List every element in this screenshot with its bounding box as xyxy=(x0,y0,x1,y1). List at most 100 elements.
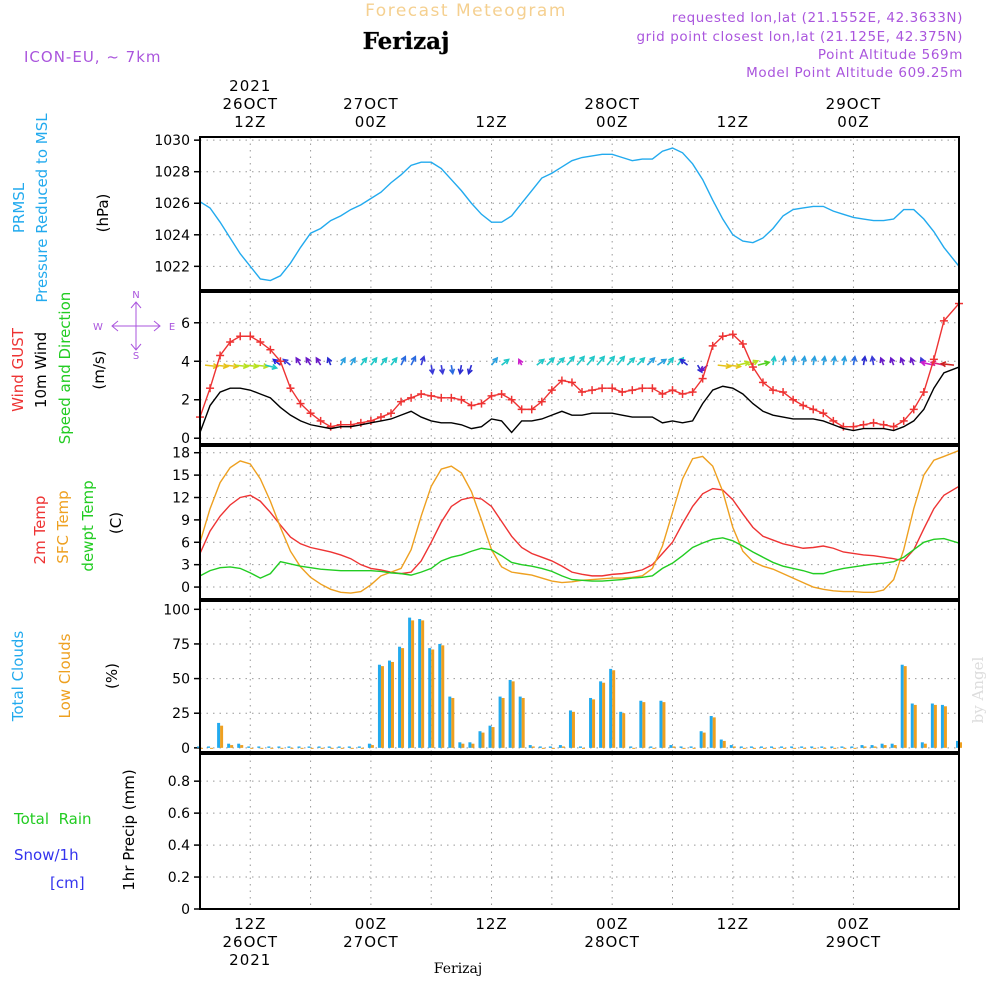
bottom-time-label: 12Z xyxy=(717,915,749,933)
clouds-bar xyxy=(622,713,626,748)
wind-direction-arrow-head xyxy=(548,356,556,364)
clouds-bar xyxy=(823,747,827,749)
clouds-bar xyxy=(541,747,545,749)
pressure-frame xyxy=(199,136,960,291)
clouds-bar xyxy=(300,747,304,749)
bottom-time-label: 29OCT xyxy=(826,933,882,951)
top-time-label: 12Z xyxy=(717,113,749,131)
wind-direction-arrow-head xyxy=(869,355,876,362)
precipitation-ytick-label: 0.4 xyxy=(168,838,190,854)
wind-direction-arrow-head xyxy=(619,355,626,362)
clouds-bar xyxy=(930,703,934,748)
wind-direction-arrow-head xyxy=(810,355,818,362)
clouds-bar xyxy=(277,746,281,748)
clouds-bar xyxy=(619,711,623,748)
wind-direction-arrow xyxy=(566,356,575,366)
clouds-bar xyxy=(913,704,917,748)
wind-direction-arrow-head xyxy=(919,360,927,367)
wind-direction-arrow-head xyxy=(879,356,886,364)
bottom-time-label: 2021 xyxy=(229,951,271,969)
temp-ylabel-dewpt: dewpt Temp xyxy=(79,480,97,571)
pressure-series-pressure xyxy=(199,147,960,282)
temperature-ytick-label: 6 xyxy=(181,535,190,551)
precipitation-ytick-label: 0.2 xyxy=(168,870,190,886)
wind-direction-arrow xyxy=(204,364,218,368)
precipitation-grid xyxy=(200,754,959,910)
wind-direction-arrow-head xyxy=(909,356,916,364)
clouds-bar xyxy=(260,747,264,749)
wind-direction-arrow-head xyxy=(699,365,706,372)
clouds-bar xyxy=(923,743,927,748)
clouds-bar xyxy=(451,697,455,748)
clouds-bar xyxy=(290,747,294,749)
clouds-bar xyxy=(920,742,924,748)
wind-direction-arrow-head xyxy=(599,355,606,362)
clouds-bar xyxy=(669,745,673,748)
clouds-ytick-label: 50 xyxy=(172,672,190,688)
info-point-altitude: Point Altitude 569m xyxy=(818,47,963,63)
wind-direction-arrow xyxy=(235,364,248,368)
clouds-bar xyxy=(873,746,877,748)
clouds-bar xyxy=(551,747,555,749)
clouds-bar xyxy=(810,746,814,748)
clouds-bar xyxy=(491,727,495,748)
wind-direction-arrow xyxy=(757,361,770,366)
clouds-bar xyxy=(327,746,331,748)
wind-direction-arrow xyxy=(225,364,238,368)
clouds-bar xyxy=(217,722,221,748)
clouds-bar xyxy=(431,649,435,748)
clouds-bar xyxy=(418,619,422,748)
clouds-bar xyxy=(840,746,844,748)
clouds-bar xyxy=(391,661,395,748)
top-time-label: 12Z xyxy=(475,113,507,131)
clouds-bar xyxy=(481,732,485,748)
temperature-series-dewpt xyxy=(199,537,960,582)
clouds-bar xyxy=(220,725,224,748)
clouds-bar xyxy=(200,747,203,749)
clouds-bar xyxy=(850,746,854,748)
clouds-bar xyxy=(790,746,794,748)
wind-frame xyxy=(199,291,960,445)
wind-grid xyxy=(200,292,959,444)
location-title: Ferizaj xyxy=(363,28,450,55)
clouds-bar xyxy=(783,747,787,749)
clouds-bar xyxy=(890,743,894,748)
clouds-bar xyxy=(350,747,354,749)
compass-w: W xyxy=(93,322,103,333)
precip-label: Total Rain Snow/1h [cm] 1hr Precip (mm) xyxy=(13,769,138,892)
precip-legend-snow: Snow/1h xyxy=(14,846,79,864)
temperature-ytick-label: 12 xyxy=(172,490,190,506)
wind-direction-arrow-head xyxy=(517,358,524,365)
clouds-bar xyxy=(732,746,736,748)
temperature-grid xyxy=(200,446,959,599)
clouds-label: Total Clouds Low Clouds (%) xyxy=(9,631,121,723)
pressure-label: PRMSL Pressure Reduced to MSL (hPa) xyxy=(10,113,112,303)
clouds-bar xyxy=(250,747,254,749)
clouds-bar xyxy=(870,745,874,748)
wind-direction-arrow-head xyxy=(282,358,289,365)
clouds-bar xyxy=(579,746,583,748)
clouds-bar xyxy=(820,746,824,748)
wind-label: Wind GUST 10m Wind Speed and Direction (… xyxy=(9,290,175,444)
wind-direction-arrow-head xyxy=(326,356,333,364)
wind-direction-arrow xyxy=(941,362,955,366)
clouds-bar xyxy=(639,700,643,748)
pressure-ytick-label: 1028 xyxy=(154,165,190,181)
clouds-bar xyxy=(237,743,241,748)
bottom-time-label: 00Z xyxy=(837,915,869,933)
pressure-ylabel-msl: Pressure Reduced to MSL xyxy=(33,113,51,303)
clouds-bar xyxy=(428,648,432,748)
wind-direction-arrow-head xyxy=(752,359,760,366)
wind-direction-arrow-head xyxy=(939,361,947,368)
clouds-bar xyxy=(642,702,646,748)
clouds-bar xyxy=(940,704,944,748)
clouds-bar xyxy=(448,696,452,748)
clouds-bar xyxy=(380,666,384,748)
clouds-bar xyxy=(521,697,525,748)
clouds-panel: 0 25 50 75 100 xyxy=(163,600,962,757)
clouds-bar xyxy=(518,696,522,748)
clouds-bar xyxy=(793,747,797,749)
wind-ytick-label: 2 xyxy=(181,393,190,409)
top-time-label: 00Z xyxy=(596,113,628,131)
